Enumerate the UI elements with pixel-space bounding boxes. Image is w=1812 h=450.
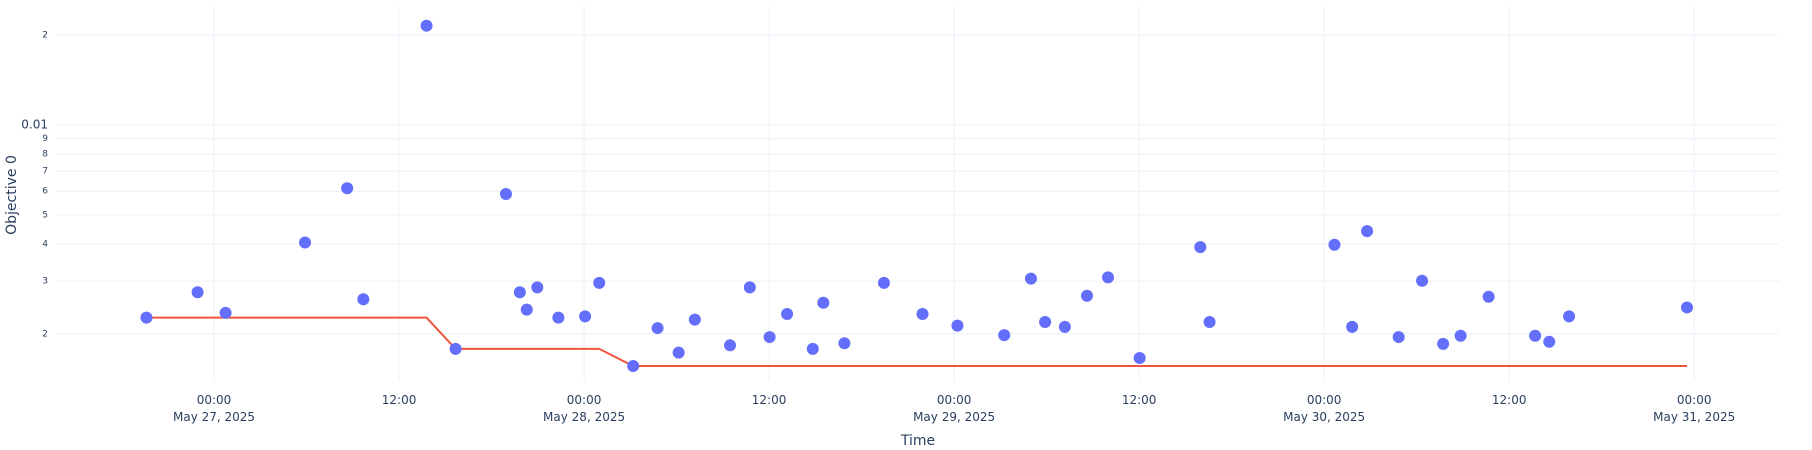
trial-point [1482, 290, 1495, 303]
trial-point [191, 286, 204, 299]
y-tick-label: 6 [42, 187, 48, 197]
y-tick-label: 7 [42, 167, 48, 177]
trial-point [1203, 316, 1216, 329]
trial-point [1529, 329, 1542, 342]
trial-point [688, 313, 701, 326]
trial-point [951, 319, 964, 332]
trial-point [877, 276, 890, 289]
trial-point [1194, 241, 1207, 254]
y-tick-label: 3 [42, 277, 48, 287]
trial-point [593, 276, 606, 289]
x-tick-label: 00:00 May 27, 2025 [173, 393, 256, 424]
x-tick-label: 00:00 May 28, 2025 [543, 393, 626, 424]
trial-point [817, 296, 830, 309]
trial-point [1563, 310, 1576, 323]
y-axis-title: Objective 0 [4, 155, 20, 235]
trial-point [724, 339, 737, 352]
y-tick-label: 8 [42, 149, 48, 159]
x-tick-label: 00:00 May 30, 2025 [1283, 393, 1366, 424]
trial-point [1416, 274, 1429, 287]
trial-point [806, 342, 819, 355]
trial-point [1024, 272, 1037, 285]
x-tick-label: 12:00 [381, 393, 417, 407]
x-tick-label: 12:00 [751, 393, 787, 407]
trial-point [357, 293, 370, 306]
trial-point [499, 188, 512, 201]
trial-point [916, 307, 929, 320]
y-tick-label: 5 [42, 210, 48, 220]
trial-point [299, 236, 312, 249]
trial-point [1543, 335, 1556, 348]
trial-point [579, 310, 592, 323]
x-tick-label: 12:00 [1121, 393, 1157, 407]
trial-point [520, 303, 533, 316]
trial-point [838, 337, 851, 350]
trial-point [1361, 225, 1374, 238]
trial-point [1058, 320, 1071, 333]
trial-point [998, 329, 1011, 342]
x-tick-label: 12:00 [1491, 393, 1527, 407]
trial-point [627, 360, 640, 373]
trial-point [1681, 301, 1694, 314]
trial-point [552, 311, 565, 324]
trial-point [1328, 238, 1341, 251]
best-value-line [146, 316, 1687, 368]
y-tick-label: 2 [42, 329, 48, 339]
y-tick-label: 9 [42, 134, 48, 144]
trial-point [672, 346, 685, 359]
y-tick-label: 2 [42, 30, 48, 40]
trial-point [781, 307, 794, 320]
trial-point [1437, 337, 1450, 350]
trial-point [513, 286, 526, 299]
trial-point [219, 306, 232, 319]
trial-point [341, 182, 354, 195]
trial-point [1102, 271, 1115, 284]
trial-point [531, 281, 544, 294]
y-tick-label: 0.01 [21, 117, 48, 131]
trial-point [743, 281, 756, 294]
x-tick-label: 00:00 May 29, 2025 [913, 393, 996, 424]
trial-point [763, 331, 776, 344]
trial-point [1346, 320, 1359, 333]
trial-point [651, 322, 664, 335]
x-tick-label: 00:00 May 31, 2025 [1653, 393, 1736, 424]
x-axis-title: Time [900, 433, 935, 449]
trial-point [1133, 351, 1146, 364]
trial-point [449, 342, 462, 355]
trial-point [420, 19, 433, 32]
trial-point [1080, 289, 1093, 302]
trial-point [140, 311, 153, 324]
trial-point [1039, 316, 1052, 329]
y-tick-label: 4 [42, 239, 48, 249]
trial-point [1392, 331, 1405, 344]
trial-point [1454, 329, 1467, 342]
